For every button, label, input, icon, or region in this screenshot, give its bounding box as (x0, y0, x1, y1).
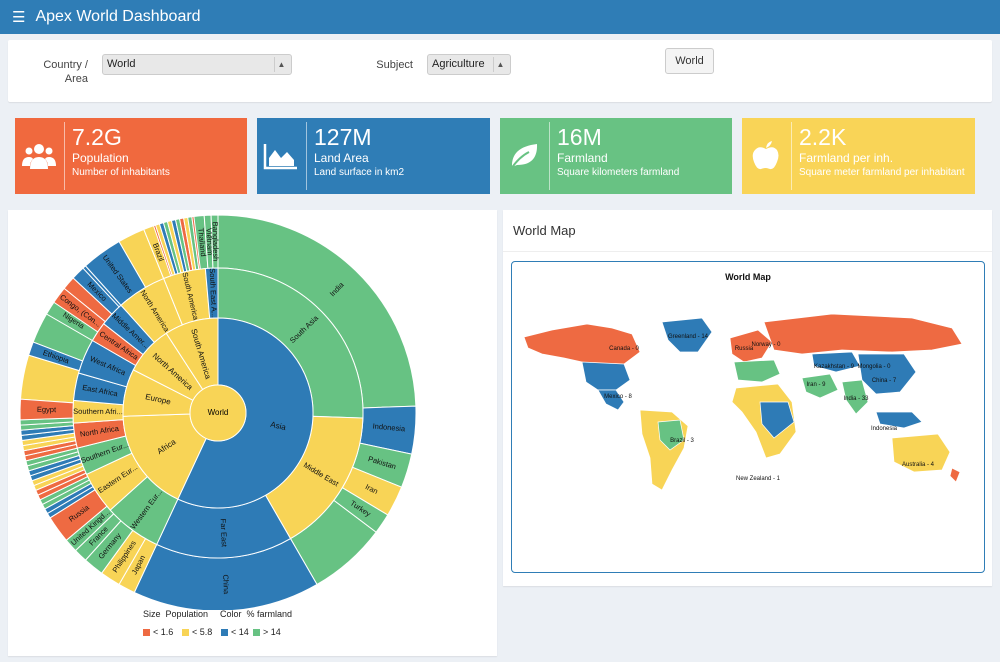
map-region-greenland[interactable] (661, 317, 713, 353)
map-label: Iran - 9 (806, 382, 826, 388)
legend-size-label: Size (143, 609, 161, 619)
kpi-farmland: 16M Farmland Square kilometers farmland (500, 118, 732, 194)
map-label: Australia - 4 (902, 462, 935, 468)
country-select[interactable]: World ▲ (102, 54, 292, 75)
kpi-value: 7.2G (72, 124, 122, 150)
map-region-australia[interactable] (891, 433, 951, 473)
map-label: Mongolia - 0 (857, 364, 891, 370)
map-label: Canada - 0 (609, 346, 639, 352)
kpi-description: Square kilometers farmland (557, 167, 680, 178)
kpi-name: Farmland per inh. (799, 151, 894, 165)
panel-title: World Map (513, 223, 576, 238)
kpi-value: 16M (557, 124, 602, 150)
kpi-population: 7.2G Population Number of inhabitants (15, 118, 247, 194)
top-navbar: ☰ Apex World Dashboard (0, 0, 1000, 34)
sunburst-center[interactable] (189, 384, 247, 442)
map-label: Russia (735, 346, 754, 352)
legend-size-value: Population (165, 609, 209, 619)
kpi-description: Square meter farmland per inhabitant (799, 167, 965, 178)
legend-item-label: < 14 (231, 627, 249, 637)
map-region-africa-central[interactable] (759, 401, 795, 439)
country-label-line1: Country / (43, 59, 88, 71)
map-region-usa[interactable] (581, 361, 631, 391)
world-map-container: World Map Greenland - 14 Canada - 0 Russia N… (511, 261, 985, 573)
country-select-value: World (107, 58, 136, 70)
sunburst-label: Thailand (196, 227, 208, 257)
kpi-description: Land surface in km2 (314, 167, 405, 178)
map-label: Greenland - 14 (668, 334, 709, 340)
kpi-land-area: 127M Land Area Land surface in km2 (257, 118, 490, 194)
sunburst-label: Vietnam (204, 228, 214, 256)
kpi-name: Land Area (314, 151, 369, 165)
legend-item: > 14 (253, 627, 281, 637)
country-area-label: Country / Area (28, 58, 88, 86)
map-label: India - 33 (843, 396, 869, 402)
map-region-middle-east[interactable] (801, 373, 839, 399)
map-region-china[interactable] (857, 353, 917, 395)
map-region-kazakhstan[interactable] (811, 351, 861, 373)
map-region-brazil[interactable] (657, 419, 685, 451)
area-chart-icon (257, 118, 305, 194)
filter-bar: Country / Area World ▲ Subject Agricultu… (8, 40, 992, 102)
legend-color-value: % farmland (246, 609, 293, 619)
legend-color-label: Color (220, 609, 242, 619)
leaf-icon (500, 118, 548, 194)
sunburst-label: Indonesia (372, 422, 406, 434)
map-region-india[interactable] (841, 379, 869, 415)
sunburst-label: Southern Afri... (73, 407, 123, 416)
sunburst-label: Egypt (37, 405, 57, 414)
map-chart-title: World Map (725, 272, 771, 282)
apple-icon (742, 118, 790, 194)
legend-item-label: > 14 (263, 627, 281, 637)
kpi-value: 2.2K (799, 124, 847, 150)
kpi-farmland-per-inhabitant: 2.2K Farmland per inh. Square meter farm… (742, 118, 975, 194)
sunburst-center-label: World (208, 408, 229, 417)
kpi-description: Number of inhabitants (72, 167, 170, 178)
map-label: China - 7 (872, 378, 897, 384)
map-region-russia[interactable] (763, 313, 963, 355)
sunburst-label: South East A... (208, 268, 219, 318)
subject-label: Subject (376, 59, 413, 71)
kpi-name: Farmland (557, 151, 608, 165)
kpi-name: Population (72, 151, 129, 165)
select-arrows-icon: ▲ (493, 57, 507, 72)
map-region-europe-north[interactable] (729, 329, 773, 363)
hamburger-icon[interactable]: ☰ (12, 9, 26, 26)
users-icon (15, 118, 63, 194)
legend-size: Size Population (143, 609, 208, 619)
sunburst-label: Asia (270, 420, 288, 432)
map-label: Norway - 0 (751, 342, 781, 348)
country-label-line2: Area (64, 73, 88, 85)
legend-item: < 5.8 (182, 627, 212, 637)
world-map-panel: World Map World Map Greenland - 14 Canada … (503, 210, 992, 586)
map-label: Brazil - 3 (670, 438, 694, 444)
legend-item: < 1.6 (143, 627, 173, 637)
legend-item-label: < 1.6 (153, 627, 174, 637)
legend-item-label: < 5.8 (192, 627, 213, 637)
subject-select[interactable]: Agriculture ▲ (427, 54, 511, 75)
app-title: Apex World Dashboard (35, 8, 201, 25)
map-label: New Zealand - 1 (736, 476, 781, 482)
kpi-value: 127M (314, 124, 372, 150)
legend-item: < 14 (221, 627, 249, 637)
sunburst-label: China (221, 574, 231, 595)
map-region-new-zealand[interactable] (949, 467, 961, 483)
map-region-indonesia[interactable] (875, 411, 923, 429)
map-label: Kazakhstan - 9 (814, 364, 855, 370)
map-label: Indonesia (871, 426, 898, 432)
sunburst-label: Bangladesh (211, 222, 221, 262)
world-button[interactable]: World (665, 48, 714, 74)
map-label: Mexico - 8 (604, 394, 632, 400)
map-region-mexico[interactable] (597, 389, 625, 411)
map-region-europe[interactable] (733, 359, 781, 383)
select-arrows-icon: ▲ (274, 57, 288, 72)
subject-select-value: Agriculture (432, 58, 485, 70)
sunburst-label: Far East (219, 519, 229, 549)
legend-color: Color % farmland (220, 609, 292, 619)
sunburst-panel: World Asia Africa Europe North America South … (8, 210, 497, 656)
